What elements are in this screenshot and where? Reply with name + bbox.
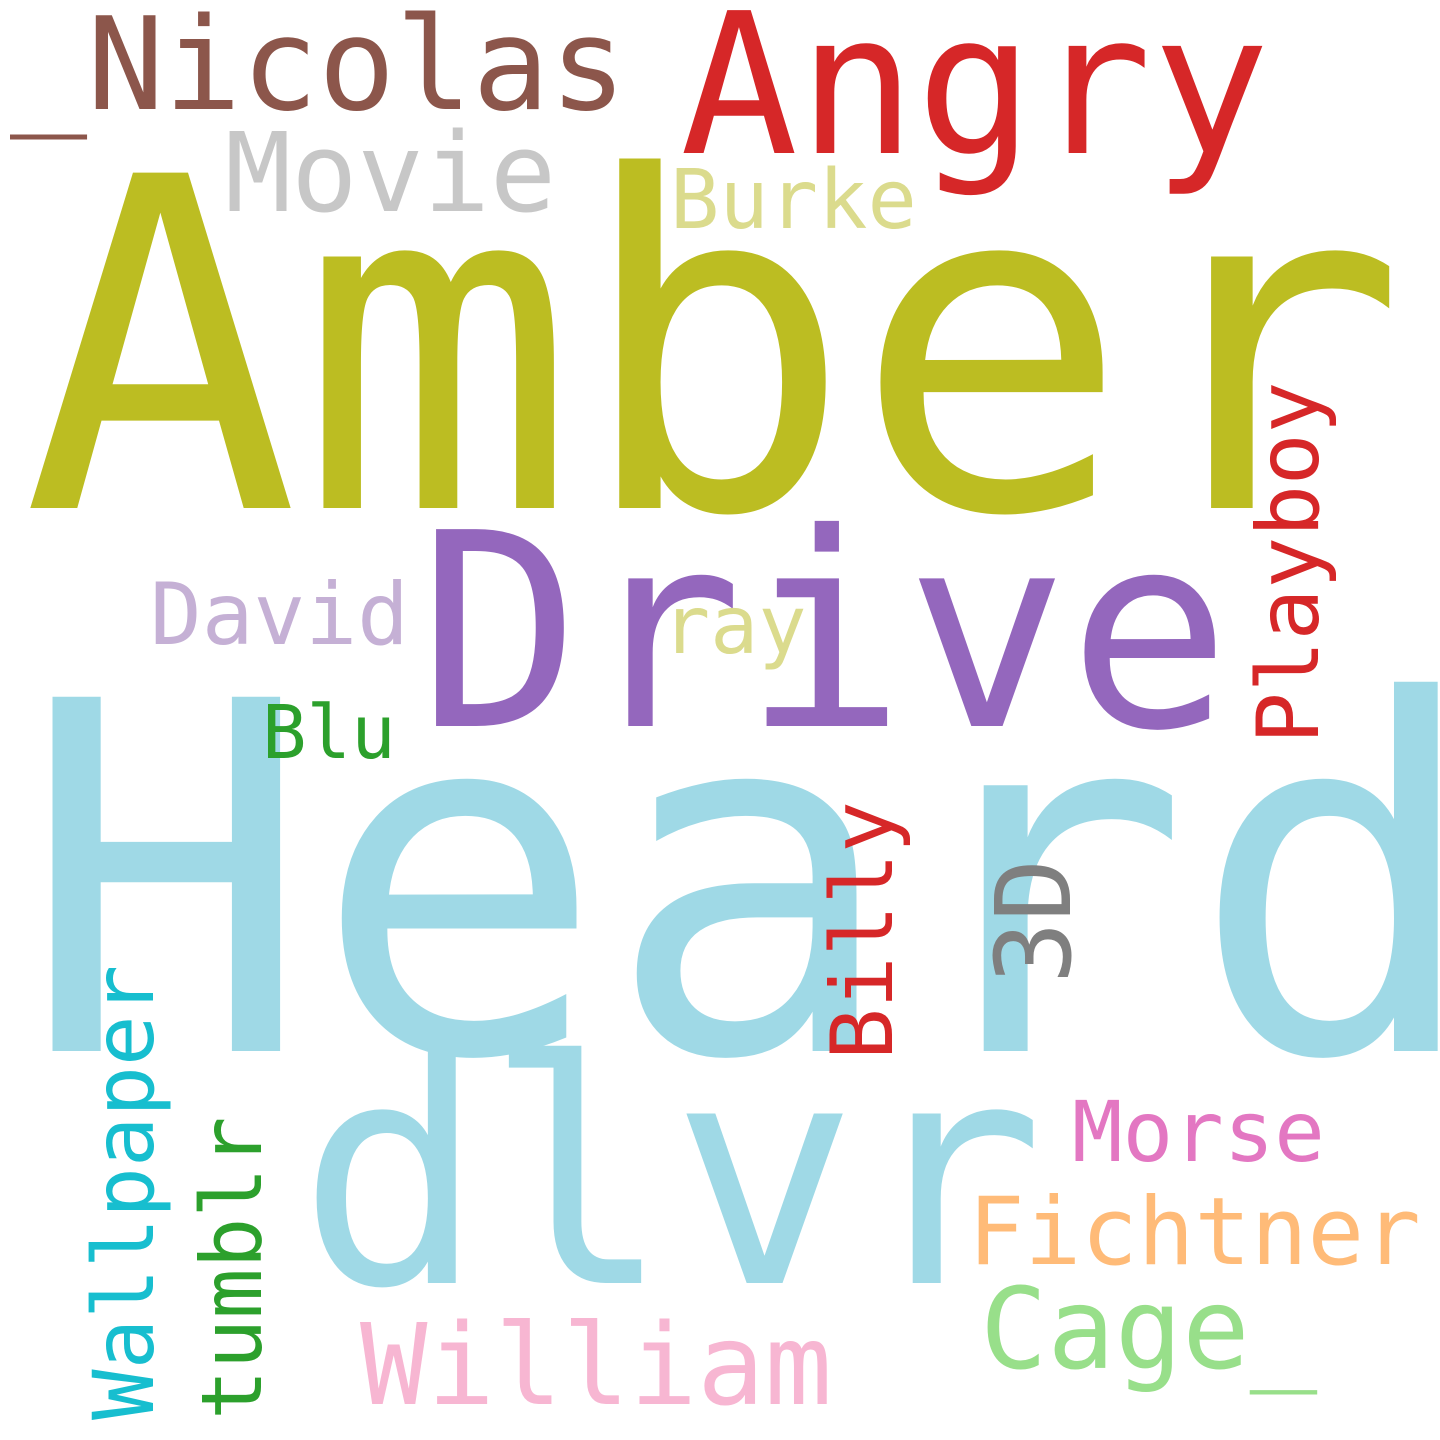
word-morse: Morse [1072,1083,1325,1181]
word-william: William [360,1301,833,1431]
word-playboy: Playboy [1239,381,1339,744]
word-billy: Billy [813,801,913,1060]
word-3d: 3D [973,858,1095,984]
word-angry: Angry [680,0,1271,200]
word-wallpaper: Wallpaper [75,964,173,1420]
word-fichtner: Fichtner [968,1178,1421,1287]
word-david: David [150,565,409,665]
word-tumblr: tumblr [183,1116,281,1420]
word-amber: Amber [22,82,1407,617]
word-nicolas: _Nicolas [10,0,627,140]
word-blu: Blu [262,690,396,776]
word-dlvr: dlvr [298,996,1045,1357]
word-movie: Movie [225,109,557,237]
word-drive: Drive [418,475,1231,790]
word-burke: Burke [670,153,917,248]
word-ray: ray [662,579,807,672]
word-heard: Heard [20,600,1440,1166]
word-cage: Cage_ [980,1265,1318,1395]
